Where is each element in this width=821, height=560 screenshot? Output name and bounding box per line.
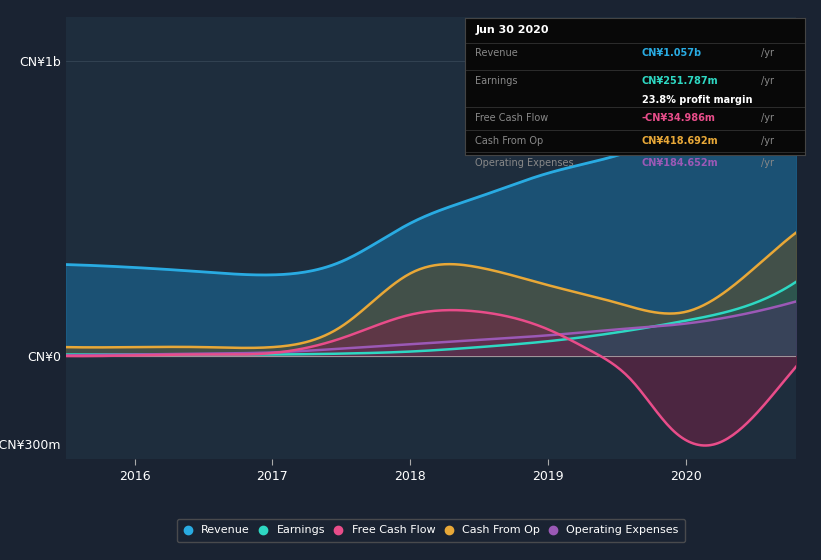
Text: CN¥1.057b: CN¥1.057b [642, 48, 702, 58]
Text: CN¥251.787m: CN¥251.787m [642, 76, 718, 86]
Text: /yr: /yr [761, 136, 774, 146]
Text: -CN¥34.986m: -CN¥34.986m [642, 113, 716, 123]
Text: Cash From Op: Cash From Op [475, 136, 544, 146]
Text: CN¥418.692m: CN¥418.692m [642, 136, 718, 146]
Legend: Revenue, Earnings, Free Cash Flow, Cash From Op, Operating Expenses: Revenue, Earnings, Free Cash Flow, Cash … [177, 519, 686, 542]
Text: 23.8% profit margin: 23.8% profit margin [642, 95, 752, 105]
Text: Revenue: Revenue [475, 48, 518, 58]
Text: CN¥184.652m: CN¥184.652m [642, 158, 718, 168]
Text: /yr: /yr [761, 76, 774, 86]
Text: Jun 30 2020: Jun 30 2020 [475, 25, 548, 35]
Text: Free Cash Flow: Free Cash Flow [475, 113, 548, 123]
Text: /yr: /yr [761, 113, 774, 123]
Text: /yr: /yr [761, 48, 774, 58]
Text: Earnings: Earnings [475, 76, 518, 86]
Text: Operating Expenses: Operating Expenses [475, 158, 574, 168]
Text: /yr: /yr [761, 158, 774, 168]
